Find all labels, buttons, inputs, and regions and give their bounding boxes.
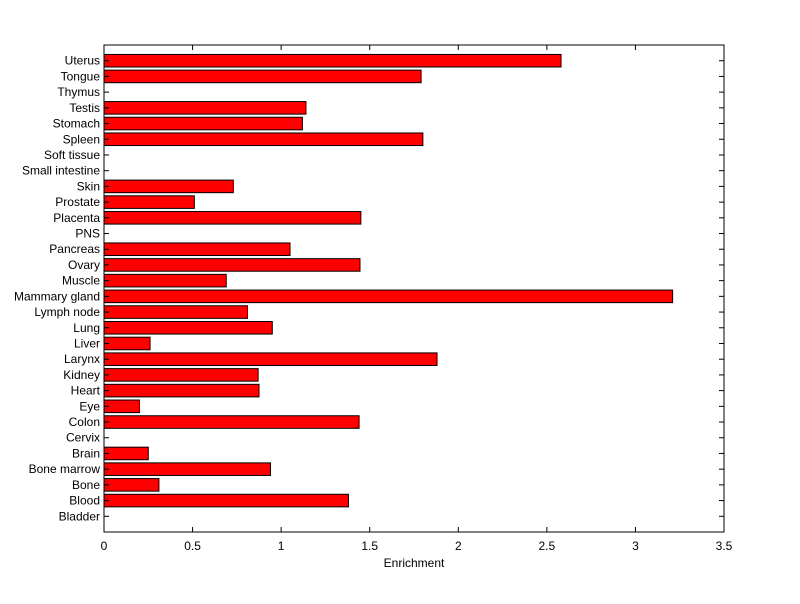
y-tick-label: Lung: [73, 321, 100, 335]
y-tick-label: Prostate: [55, 195, 100, 209]
y-tick-label: Ovary: [68, 258, 100, 272]
x-tick-label: 1.5: [361, 539, 378, 553]
y-tick-label: PNS: [75, 227, 100, 241]
x-axis-label: Enrichment: [384, 556, 445, 570]
y-tick-label: Bladder: [59, 509, 100, 523]
x-tick-label: 3.5: [716, 539, 733, 553]
bar-uterus: [103, 53, 562, 68]
bar-heart: [103, 383, 260, 398]
bar-blood: [103, 493, 349, 508]
x-tick-label: 2: [455, 539, 462, 553]
x-tick-label: 3: [632, 539, 639, 553]
y-tick-label: Skin: [77, 179, 100, 193]
y-tick-label: Blood: [69, 494, 100, 508]
bar-eye: [103, 399, 140, 414]
y-tick-label: Placenta: [53, 211, 100, 225]
y-tick-label: Brain: [72, 446, 100, 460]
y-tick-label: Liver: [74, 336, 100, 350]
y-tick-label: Soft tissue: [44, 148, 100, 162]
y-tick-label: Eye: [79, 399, 100, 413]
y-tick-label: Tongue: [61, 69, 101, 83]
bar-lymph-node: [103, 305, 248, 319]
y-tick-label: Bone marrow: [29, 462, 101, 476]
bar-stomach: [103, 116, 303, 131]
y-tick-label: Heart: [71, 384, 101, 398]
bar-ovary: [103, 258, 361, 272]
x-tick-label: 0.5: [184, 539, 201, 553]
y-tick-label: Muscle: [62, 274, 100, 288]
y-tick-label: Stomach: [53, 117, 100, 131]
y-tick-label: Cervix: [66, 431, 100, 445]
bar-spleen: [103, 132, 424, 147]
bars-group: [103, 53, 674, 508]
bar-skin: [103, 179, 234, 194]
y-tick-label: Larynx: [64, 352, 100, 366]
y-tick-label: Small intestine: [22, 164, 100, 178]
y-tick-label: Uterus: [65, 54, 100, 68]
plot-frame: [103, 44, 725, 533]
y-tick-label: Bone: [72, 478, 100, 492]
bar-kidney: [103, 368, 259, 382]
y-tick-label: Testis: [69, 101, 100, 115]
bar-mammary-gland: [103, 289, 674, 304]
y-tick-label: Mammary gland: [14, 289, 100, 303]
y-tick-label: Spleen: [63, 132, 100, 146]
bar-larynx: [103, 352, 438, 366]
bar-colon: [103, 415, 360, 429]
y-tick-label: Pancreas: [49, 242, 100, 256]
x-tick-label: 0: [101, 539, 108, 553]
bar-tongue: [103, 69, 422, 84]
bar-bone-marrow: [103, 462, 272, 476]
bar-liver: [103, 336, 151, 351]
bar-brain: [103, 446, 149, 461]
bar-testis: [103, 101, 307, 115]
x-tick-label: 1: [278, 539, 285, 553]
y-tick-label: Thymus: [57, 85, 100, 99]
y-tick-label: Kidney: [63, 368, 100, 382]
bar-bone: [103, 478, 160, 492]
y-tick-label: Lymph node: [34, 305, 100, 319]
bar-placenta: [103, 211, 362, 225]
bar-pancreas: [103, 242, 291, 257]
x-tick-label: 2.5: [539, 539, 556, 553]
y-tick-label: Colon: [69, 415, 100, 429]
bar-lung: [103, 320, 273, 335]
bar-muscle: [103, 273, 227, 288]
bar-prostate: [103, 195, 195, 209]
